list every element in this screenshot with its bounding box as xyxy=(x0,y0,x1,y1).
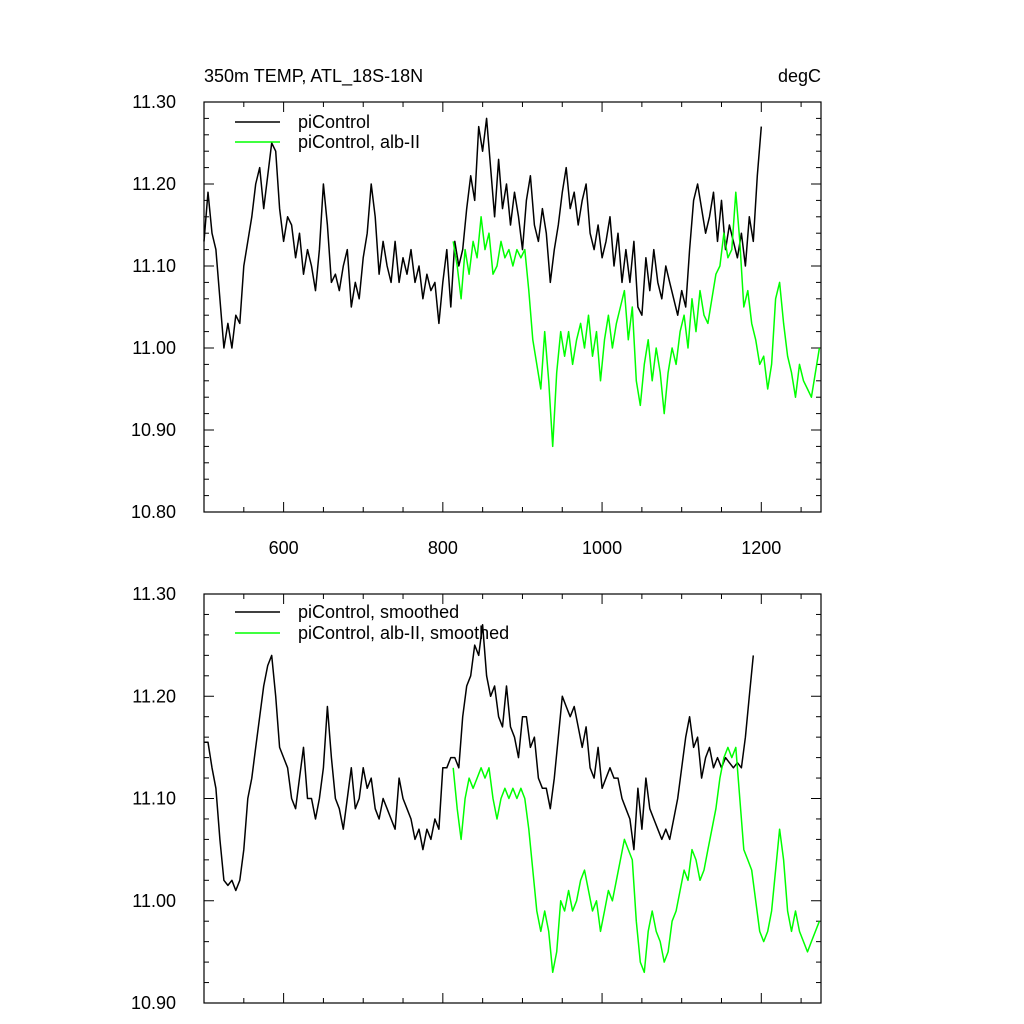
top-ticks xyxy=(203,101,821,513)
y-tick-label: 10.80 xyxy=(131,502,176,522)
bottom-panel: 10.90 11.00 11.10 11.20 11.30 piControl,… xyxy=(131,584,822,1013)
y-tick-label: 11.30 xyxy=(132,584,176,604)
series-line-picontrol xyxy=(203,117,763,349)
series-line-picontrol xyxy=(204,623,755,892)
top-series xyxy=(203,117,821,448)
legend-label: piControl, alb-II, smoothed xyxy=(298,623,509,643)
plot-frame xyxy=(203,593,822,1004)
x-tick-label: 600 xyxy=(269,538,299,558)
top-legend: piControl piControl, alb-II xyxy=(235,112,420,152)
series-line-picontrol-alb-ii xyxy=(452,191,821,448)
top-panel: 350m TEMP, ATL_18S-18N degC 10.80 10.90 … xyxy=(131,66,822,558)
legend-label: piControl xyxy=(298,112,370,132)
y-tick-label: 11.10 xyxy=(132,256,176,276)
y-tick-label: 11.00 xyxy=(132,891,176,911)
bottom-legend: piControl, smoothed piControl, alb-II, s… xyxy=(235,602,509,643)
chart-title: 350m TEMP, ATL_18S-18N xyxy=(204,66,423,87)
y-tick-label: 11.10 xyxy=(132,789,176,809)
series-line-picontrol-alb-ii xyxy=(452,746,821,974)
x-tick-label: 800 xyxy=(428,538,458,558)
x-tick-label: 1200 xyxy=(741,538,781,558)
plot-frame xyxy=(203,101,822,513)
y-tick-label: 11.20 xyxy=(132,174,176,194)
top-x-tick-labels: 600 800 1000 1200 xyxy=(269,538,782,558)
y-tick-label: 10.90 xyxy=(131,420,176,440)
units-label: degC xyxy=(778,66,821,86)
x-tick-label: 1000 xyxy=(582,538,622,558)
top-y-tick-labels: 10.80 10.90 11.00 11.10 11.20 11.30 xyxy=(131,92,176,522)
bottom-series xyxy=(204,623,821,974)
y-tick-label: 11.30 xyxy=(132,92,176,112)
bottom-y-tick-labels: 10.90 11.00 11.10 11.20 11.30 xyxy=(131,584,176,1013)
y-tick-label: 11.00 xyxy=(132,338,176,358)
legend-label: piControl, smoothed xyxy=(298,602,459,622)
y-tick-label: 11.20 xyxy=(132,686,176,706)
y-tick-label: 10.90 xyxy=(131,993,176,1013)
legend-label: piControl, alb-II xyxy=(298,132,420,152)
